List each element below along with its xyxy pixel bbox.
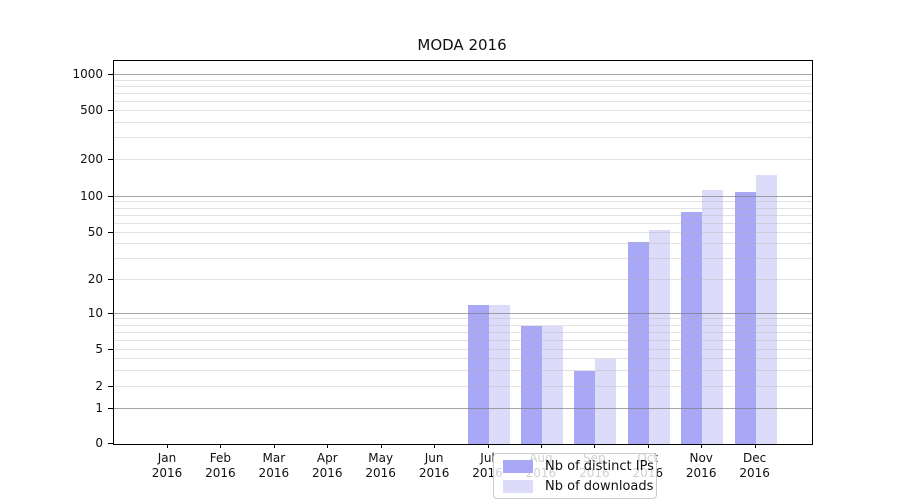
x-tick-label-jan: Jan 2016 [151, 451, 183, 480]
gridline-800 [114, 85, 812, 87]
x-tick-mark-jul [487, 444, 489, 448]
gridline-80 [114, 207, 812, 209]
gridline-70 [114, 214, 812, 216]
gridline-2 [114, 386, 812, 388]
bar-distinct-ips-jul [467, 305, 489, 444]
y-tick-mark-100 [108, 196, 113, 197]
y-tick-label-100: 100 [80, 189, 103, 203]
bar-downloads-dec [755, 175, 777, 444]
bar-downloads-oct [648, 229, 670, 444]
gridline-40 [114, 243, 812, 245]
x-tick-mark-sep [594, 444, 596, 448]
x-tick-mark-oct [647, 444, 649, 448]
x-tick-label-mar: Mar 2016 [258, 451, 290, 480]
bar-downloads-jul [488, 305, 510, 444]
x-tick-label-dec: Dec 2016 [739, 451, 770, 480]
x-tick-label-apr: Apr 2016 [311, 451, 343, 480]
y-tick-label-20: 20 [87, 271, 103, 286]
x-tick-mark-jun [434, 444, 436, 448]
gridline-8 [114, 324, 812, 326]
gridline-300 [114, 137, 812, 139]
bar-distinct-ips-oct [627, 241, 649, 444]
bar-distinct-ips-sep [574, 370, 596, 444]
y-tick-label-1000: 1000 [72, 67, 103, 82]
gridline-100 [114, 196, 812, 198]
y-tick-mark-2 [108, 386, 113, 387]
y-tick-mark-200 [108, 159, 113, 160]
y-tick-label-1: 1 [95, 400, 103, 415]
x-tick-mark-apr [327, 444, 329, 448]
x-tick-label-nov: Nov 2016 [685, 451, 717, 480]
x-tick-mark-feb [220, 444, 222, 448]
x-tick-mark-mar [273, 444, 275, 448]
y-tick-mark-10 [108, 313, 113, 314]
gridline-6 [114, 339, 812, 341]
y-tick-label-50: 50 [87, 225, 103, 239]
gridline-900 [114, 79, 812, 81]
x-tick-label-feb: Feb 2016 [205, 451, 236, 480]
y-tick-label-0: 0 [95, 436, 103, 450]
x-tick-mark-aug [540, 444, 542, 448]
y-tick-mark-20 [108, 278, 113, 280]
gridline-700 [114, 92, 812, 94]
gridline-400 [114, 121, 812, 123]
gridline-4 [114, 358, 812, 360]
y-tick-label-2: 2 [95, 379, 103, 393]
legend-label-downloads: Nb of downloads [545, 478, 654, 494]
y-tick-mark-50 [108, 232, 113, 233]
legend-label-distinct-ips: Nb of distinct IPs [545, 458, 654, 474]
bar-downloads-nov [702, 190, 724, 444]
x-tick-label-may: May 2016 [365, 451, 396, 480]
legend-entry-downloads: Nb of downloads [503, 479, 653, 494]
gridline-1000 [114, 74, 812, 76]
gridline-1 [114, 408, 812, 409]
gridline-90 [114, 201, 812, 203]
bar-distinct-ips-aug [520, 325, 542, 444]
x-tick-mark-jan [167, 444, 168, 448]
y-tick-mark-500 [108, 109, 113, 111]
gridline-60 [114, 222, 812, 224]
y-tick-mark-0 [108, 443, 113, 444]
x-tick-mark-may [380, 444, 382, 448]
gridline-200 [114, 159, 812, 161]
bar-downloads-aug [541, 325, 563, 444]
gridline-500 [114, 109, 812, 111]
legend-swatch-distinct-ips [503, 459, 533, 473]
legend-entry-distinct-ips: Nb of distinct IPs [503, 459, 654, 474]
y-tick-mark-5 [108, 349, 113, 350]
legend-swatch-downloads [503, 479, 533, 493]
gridline-5 [114, 349, 812, 351]
bar-downloads-sep [595, 359, 617, 444]
gridline-10 [114, 313, 812, 315]
bar-distinct-ips-nov [681, 211, 703, 444]
plot-area: Nb of distinct IPs Nb of downloads [113, 60, 813, 499]
y-tick-label-5: 5 [95, 342, 103, 356]
gridline-50 [114, 232, 812, 234]
legend: Nb of distinct IPs Nb of downloads [493, 453, 657, 499]
x-tick-mark-dec [754, 444, 756, 448]
x-tick-label-jun: Jun 2016 [418, 451, 450, 480]
bar-distinct-ips-dec [734, 191, 756, 444]
x-tick-mark-nov [701, 444, 703, 448]
y-tick-mark-1000 [108, 74, 113, 76]
gridline-30 [114, 258, 812, 260]
y-tick-label-10: 10 [87, 306, 103, 320]
gridline-3 [114, 369, 812, 371]
gridline-600 [114, 100, 812, 102]
gridline-9 [114, 318, 812, 320]
y-tick-label-500: 500 [80, 102, 103, 117]
y-tick-mark-1 [108, 407, 113, 409]
gridline-20 [114, 279, 812, 280]
chart-title: MODA 2016 [417, 36, 507, 54]
y-tick-label-200: 200 [80, 152, 103, 166]
gridline-7 [114, 331, 812, 333]
